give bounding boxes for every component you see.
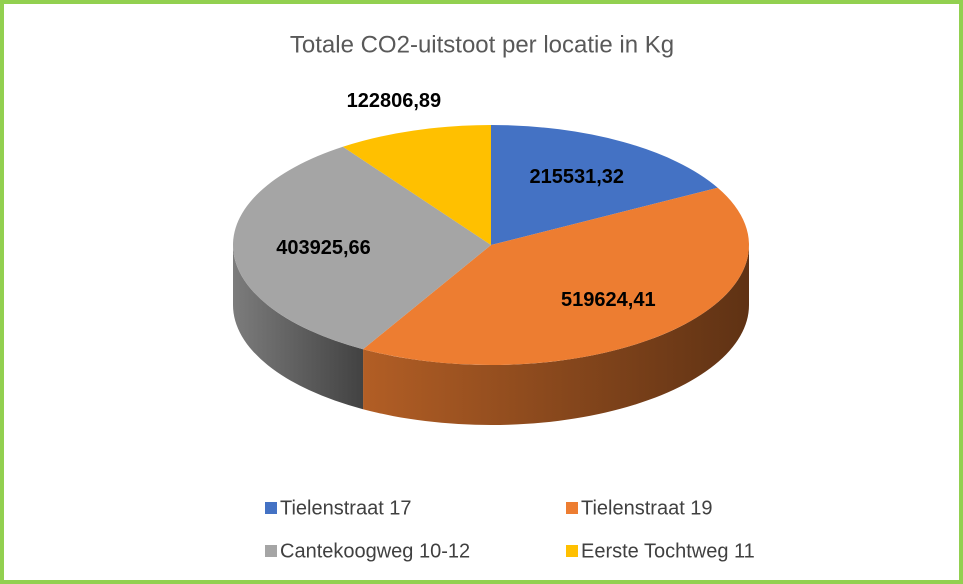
data-label: 519624,41 [561, 289, 656, 311]
legend-label: Eerste Tochtweg 11 [581, 540, 755, 562]
data-label: 215531,32 [529, 166, 624, 188]
pie-slice [342, 125, 491, 245]
legend-label: Cantekoogweg 10-12 [280, 540, 470, 562]
legend-swatch [566, 545, 578, 557]
pie-slice [491, 125, 718, 245]
legend-swatch [265, 545, 277, 557]
data-label: 122806,89 [347, 90, 442, 112]
data-label: 403925,66 [276, 237, 371, 259]
pie-slice [232, 146, 491, 350]
legend-swatch [265, 502, 277, 514]
pie-slice-side [363, 245, 749, 425]
legend-swatch [566, 502, 578, 514]
pie-slice-side [232, 245, 364, 410]
legend-label: Tielenstraat 19 [581, 497, 713, 519]
chart-title: Totale CO2-uitstoot per locatie in Kg [290, 31, 674, 58]
pie-slice [363, 187, 749, 365]
legend-label: Tielenstraat 17 [280, 497, 412, 519]
